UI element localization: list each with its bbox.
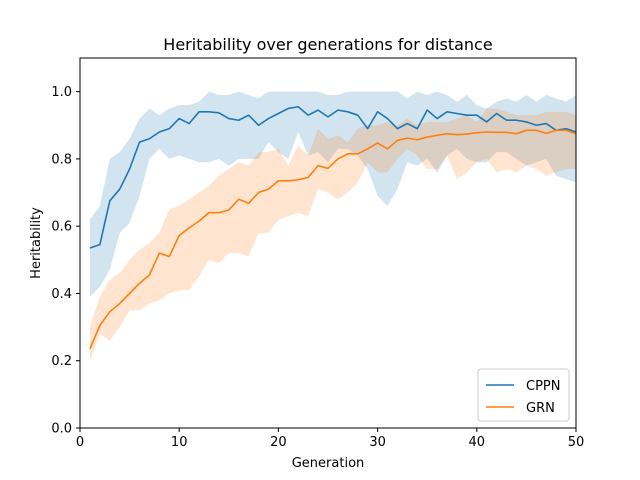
- y-axis: 0.0 0.2 0.4 0.6 0.8 1.0: [51, 85, 80, 437]
- legend: CPPN GRN: [477, 368, 570, 422]
- series-line-cppn: [89, 105, 577, 249]
- series-line-grn: [89, 129, 577, 350]
- y-tick-label: 0.4: [51, 287, 72, 302]
- confidence-bands: [89, 91, 577, 361]
- x-tick-label: 20: [270, 435, 287, 450]
- x-tick-label: 30: [369, 435, 386, 450]
- band-grn: [89, 108, 577, 361]
- x-tick-label: 50: [568, 435, 585, 450]
- series-lines: [89, 105, 577, 350]
- x-axis-title: Generation: [292, 456, 365, 471]
- band-cppn: [89, 91, 577, 297]
- y-tick-label: 0.6: [51, 220, 72, 235]
- y-axis-title: Heritability: [29, 207, 44, 279]
- x-tick-label: 0: [76, 435, 84, 450]
- y-tick-label: 0.8: [51, 152, 72, 167]
- x-tick-label: 10: [171, 435, 188, 450]
- legend-box: [477, 368, 570, 422]
- y-tick-label: 0.0: [51, 422, 72, 437]
- legend-label-cppn: CPPN: [526, 379, 560, 394]
- plot-frame: [79, 57, 577, 429]
- x-axis: 0 10 20 30 40 50: [76, 428, 584, 450]
- legend-label-grn: GRN: [526, 401, 555, 416]
- y-tick-label: 0.2: [51, 354, 72, 369]
- x-tick-label: 40: [469, 435, 486, 450]
- y-tick-label: 1.0: [51, 85, 72, 100]
- chart-title: Heritability over generations for distan…: [163, 35, 492, 54]
